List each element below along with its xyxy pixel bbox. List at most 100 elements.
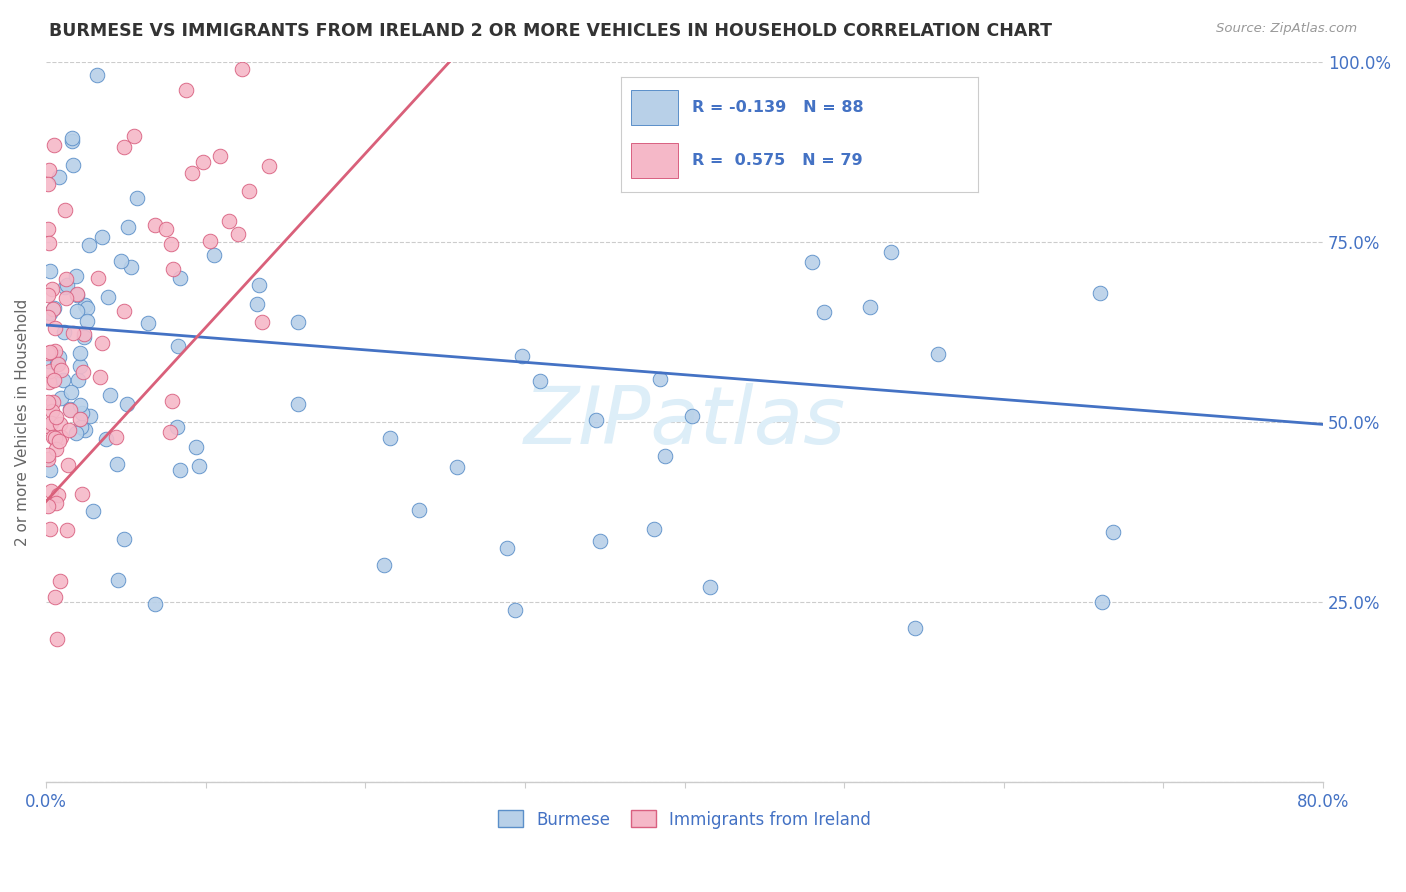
Point	[188, 458, 211, 473]
Point	[110, 254, 132, 268]
Point	[98, 388, 121, 402]
Point	[66, 286, 89, 301]
Point	[800, 255, 823, 269]
Point	[155, 221, 177, 235]
Point	[48, 434, 70, 448]
Point	[44, 431, 66, 445]
Point	[59, 402, 82, 417]
Point	[202, 248, 225, 262]
Point	[880, 245, 903, 260]
Point	[105, 457, 128, 471]
Point	[191, 154, 214, 169]
Point	[94, 432, 117, 446]
Point	[53, 280, 76, 294]
Point	[44, 321, 66, 335]
Point	[42, 301, 65, 315]
Point	[52, 373, 75, 387]
Point	[160, 236, 183, 251]
Point	[69, 412, 91, 426]
Point	[60, 384, 83, 399]
Point	[247, 277, 270, 292]
Point	[589, 534, 612, 549]
Point	[82, 504, 104, 518]
Point	[169, 463, 191, 477]
Point	[76, 301, 98, 315]
Point	[117, 220, 139, 235]
Point	[198, 235, 221, 249]
Point	[69, 346, 91, 360]
Text: BURMESE VS IMMIGRANTS FROM IRELAND 2 OR MORE VEHICLES IN HOUSEHOLD CORRELATION C: BURMESE VS IMMIGRANTS FROM IRELAND 2 OR …	[49, 22, 1052, 40]
Point	[496, 541, 519, 555]
Point	[76, 314, 98, 328]
Point	[38, 522, 60, 536]
Point	[169, 270, 191, 285]
Point	[39, 364, 62, 378]
Legend: Burmese, Immigrants from Ireland: Burmese, Immigrants from Ireland	[492, 804, 877, 835]
Point	[112, 303, 135, 318]
Point	[38, 264, 60, 278]
Point	[112, 139, 135, 153]
Point	[48, 417, 70, 431]
Point	[42, 430, 65, 444]
Point	[37, 419, 59, 434]
Point	[503, 603, 526, 617]
Point	[136, 316, 159, 330]
Point	[38, 163, 60, 178]
Point	[105, 430, 128, 444]
Point	[643, 522, 665, 536]
Point	[125, 191, 148, 205]
Point	[48, 350, 70, 364]
Point	[38, 375, 60, 389]
Point	[257, 159, 280, 173]
Point	[45, 496, 67, 510]
Point	[62, 326, 84, 340]
Point	[145, 597, 167, 611]
Point	[97, 290, 120, 304]
Text: ZIPatlas: ZIPatlas	[523, 384, 845, 461]
Point	[184, 440, 207, 454]
Point	[69, 359, 91, 373]
Point	[39, 345, 62, 359]
Point	[510, 349, 533, 363]
Point	[238, 185, 260, 199]
Point	[208, 149, 231, 163]
Point	[55, 272, 77, 286]
Point	[37, 310, 59, 324]
Y-axis label: 2 or more Vehicles in Household: 2 or more Vehicles in Household	[15, 299, 30, 546]
Point	[378, 431, 401, 445]
Point	[56, 277, 79, 292]
Point	[408, 503, 430, 517]
Point	[79, 409, 101, 423]
Point	[257, 33, 280, 47]
Point	[250, 315, 273, 329]
Point	[681, 409, 703, 423]
Point	[56, 523, 79, 537]
Point	[218, 214, 240, 228]
Point	[37, 288, 59, 302]
Point	[65, 269, 87, 284]
Point	[287, 315, 309, 329]
Point	[246, 297, 269, 311]
Point	[226, 227, 249, 241]
Point	[37, 395, 59, 409]
Point	[231, 62, 253, 76]
Point	[115, 397, 138, 411]
Point	[49, 574, 72, 588]
Point	[180, 165, 202, 179]
Point	[46, 487, 69, 501]
Point	[1091, 595, 1114, 609]
Point	[45, 410, 67, 425]
Point	[41, 282, 63, 296]
Text: Source: ZipAtlas.com: Source: ZipAtlas.com	[1216, 22, 1357, 36]
Point	[83, 33, 105, 47]
Point	[70, 407, 93, 421]
Point	[37, 178, 59, 192]
Point	[46, 357, 69, 371]
Point	[39, 416, 62, 430]
Point	[38, 354, 60, 368]
Point	[859, 300, 882, 314]
Point	[287, 397, 309, 411]
Point	[90, 336, 112, 351]
Point	[46, 632, 69, 646]
Point	[648, 371, 671, 385]
